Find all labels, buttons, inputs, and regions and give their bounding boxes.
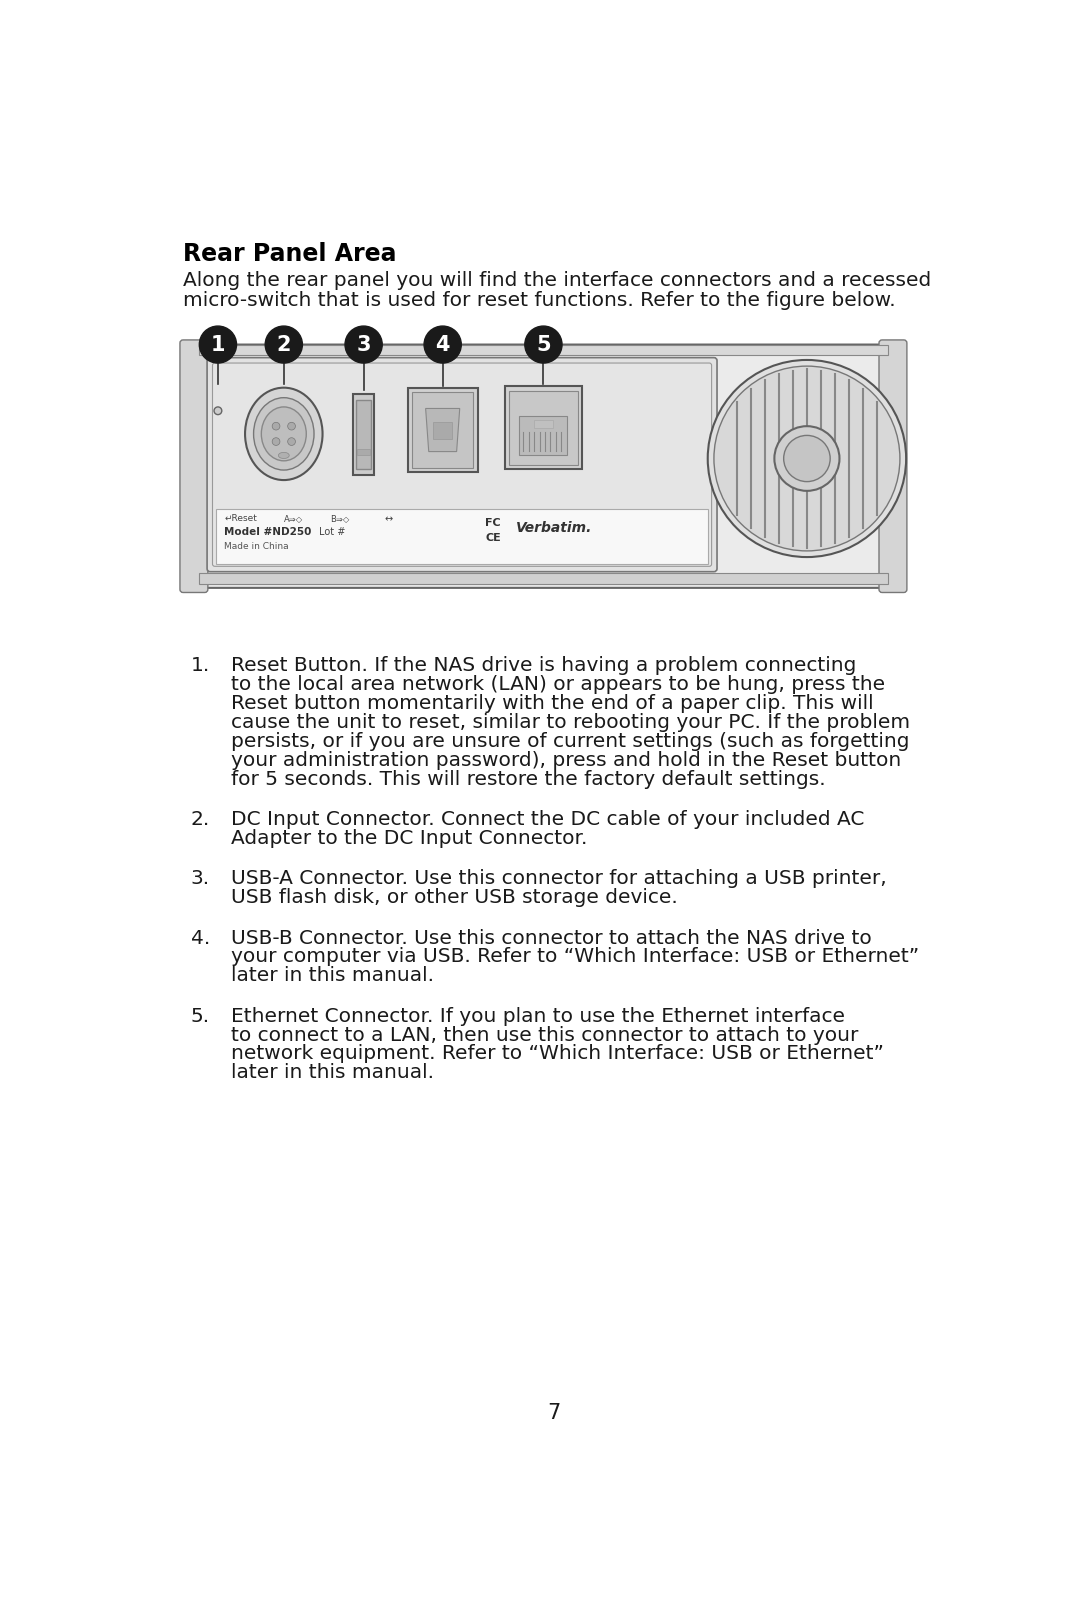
Ellipse shape	[261, 407, 307, 460]
Polygon shape	[426, 408, 460, 452]
Text: to connect to a LAN, then use this connector to attach to your: to connect to a LAN, then use this conne…	[231, 1025, 859, 1045]
Text: your computer via USB. Refer to “Which Interface: USB or Ethernet”: your computer via USB. Refer to “Which I…	[231, 948, 919, 967]
Text: USB-B Connector. Use this connector to attach the NAS drive to: USB-B Connector. Use this connector to a…	[231, 928, 872, 948]
Text: for 5 seconds. This will restore the factory default settings.: for 5 seconds. This will restore the fac…	[231, 770, 826, 789]
FancyBboxPatch shape	[180, 340, 207, 593]
Text: ↵Reset: ↵Reset	[225, 514, 257, 523]
Circle shape	[774, 426, 839, 491]
Text: micro-switch that is used for reset functions. Refer to the figure below.: micro-switch that is used for reset func…	[183, 290, 895, 309]
Text: Adapter to the DC Input Connector.: Adapter to the DC Input Connector.	[231, 829, 588, 847]
Text: Verbatim.: Verbatim.	[516, 522, 593, 535]
Text: 3: 3	[356, 335, 370, 355]
Bar	[216, 509, 707, 564]
Bar	[356, 400, 372, 468]
Text: Ethernet Connector. If you plan to use the Ethernet interface: Ethernet Connector. If you plan to use t…	[231, 1006, 846, 1025]
Circle shape	[784, 436, 831, 481]
Bar	[408, 387, 477, 473]
Circle shape	[287, 437, 296, 446]
Text: Lot #: Lot #	[319, 526, 345, 538]
Text: later in this manual.: later in this manual.	[231, 1063, 434, 1082]
Text: USB-A Connector. Use this connector for attaching a USB printer,: USB-A Connector. Use this connector for …	[231, 870, 887, 888]
Text: 5: 5	[536, 335, 551, 355]
Circle shape	[424, 326, 461, 363]
Circle shape	[200, 326, 237, 363]
Circle shape	[525, 326, 562, 363]
Text: 1.: 1.	[191, 656, 210, 676]
Bar	[519, 416, 567, 455]
Text: to the local area network (LAN) or appears to be hung, press the: to the local area network (LAN) or appea…	[231, 676, 886, 695]
Bar	[357, 449, 369, 455]
Circle shape	[345, 326, 382, 363]
Text: Along the rear panel you will find the interface connectors and a recessed: Along the rear panel you will find the i…	[183, 272, 931, 290]
Text: Model #ND250: Model #ND250	[225, 526, 311, 538]
Text: your administration password), press and hold in the Reset button: your administration password), press and…	[231, 750, 902, 770]
Ellipse shape	[254, 397, 314, 470]
FancyBboxPatch shape	[183, 345, 904, 588]
Circle shape	[272, 437, 280, 446]
Text: Reset Button. If the NAS drive is having a problem connecting: Reset Button. If the NAS drive is having…	[231, 656, 856, 676]
Text: USB flash disk, or other USB storage device.: USB flash disk, or other USB storage dev…	[231, 888, 678, 907]
Text: Made in China: Made in China	[225, 541, 288, 551]
Text: persists, or if you are unsure of current settings (such as forgetting: persists, or if you are unsure of curren…	[231, 732, 909, 750]
Text: network equipment. Refer to “Which Interface: USB or Ethernet”: network equipment. Refer to “Which Inter…	[231, 1045, 883, 1063]
Text: 5.: 5.	[191, 1006, 210, 1025]
Bar	[353, 394, 375, 475]
Text: FC: FC	[485, 518, 501, 528]
Circle shape	[707, 360, 906, 557]
Text: 4: 4	[435, 335, 450, 355]
Bar	[433, 423, 451, 439]
Text: CE: CE	[485, 533, 501, 543]
Text: Reset button momentarily with the end of a paper clip. This will: Reset button momentarily with the end of…	[231, 693, 874, 713]
Text: DC Input Connector. Connect the DC cable of your included AC: DC Input Connector. Connect the DC cable…	[231, 810, 864, 829]
Text: cause the unit to reset, similar to rebooting your PC. If the problem: cause the unit to reset, similar to rebo…	[231, 713, 910, 732]
Bar	[413, 392, 473, 468]
Ellipse shape	[245, 387, 323, 480]
Text: 2.: 2.	[191, 810, 210, 829]
FancyBboxPatch shape	[213, 363, 712, 567]
Text: Rear Panel Area: Rear Panel Area	[183, 241, 396, 266]
Text: 4.: 4.	[191, 928, 210, 948]
Text: 1: 1	[211, 335, 225, 355]
Text: B⇒◇: B⇒◇	[330, 514, 350, 523]
FancyBboxPatch shape	[207, 358, 717, 572]
Bar	[535, 420, 553, 428]
Circle shape	[714, 366, 900, 551]
Circle shape	[287, 423, 296, 429]
Text: 7: 7	[546, 1403, 561, 1422]
Circle shape	[266, 326, 302, 363]
Text: 3.: 3.	[191, 870, 210, 888]
Ellipse shape	[279, 452, 289, 458]
Bar	[504, 386, 582, 470]
FancyBboxPatch shape	[879, 340, 907, 593]
Text: later in this manual.: later in this manual.	[231, 966, 434, 985]
Bar	[199, 345, 888, 355]
Text: A⇒◇: A⇒◇	[284, 514, 303, 523]
Bar	[510, 390, 578, 465]
Bar	[199, 573, 888, 585]
Circle shape	[272, 423, 280, 429]
Text: 2: 2	[276, 335, 291, 355]
Text: ↔: ↔	[384, 514, 393, 523]
Circle shape	[214, 407, 221, 415]
